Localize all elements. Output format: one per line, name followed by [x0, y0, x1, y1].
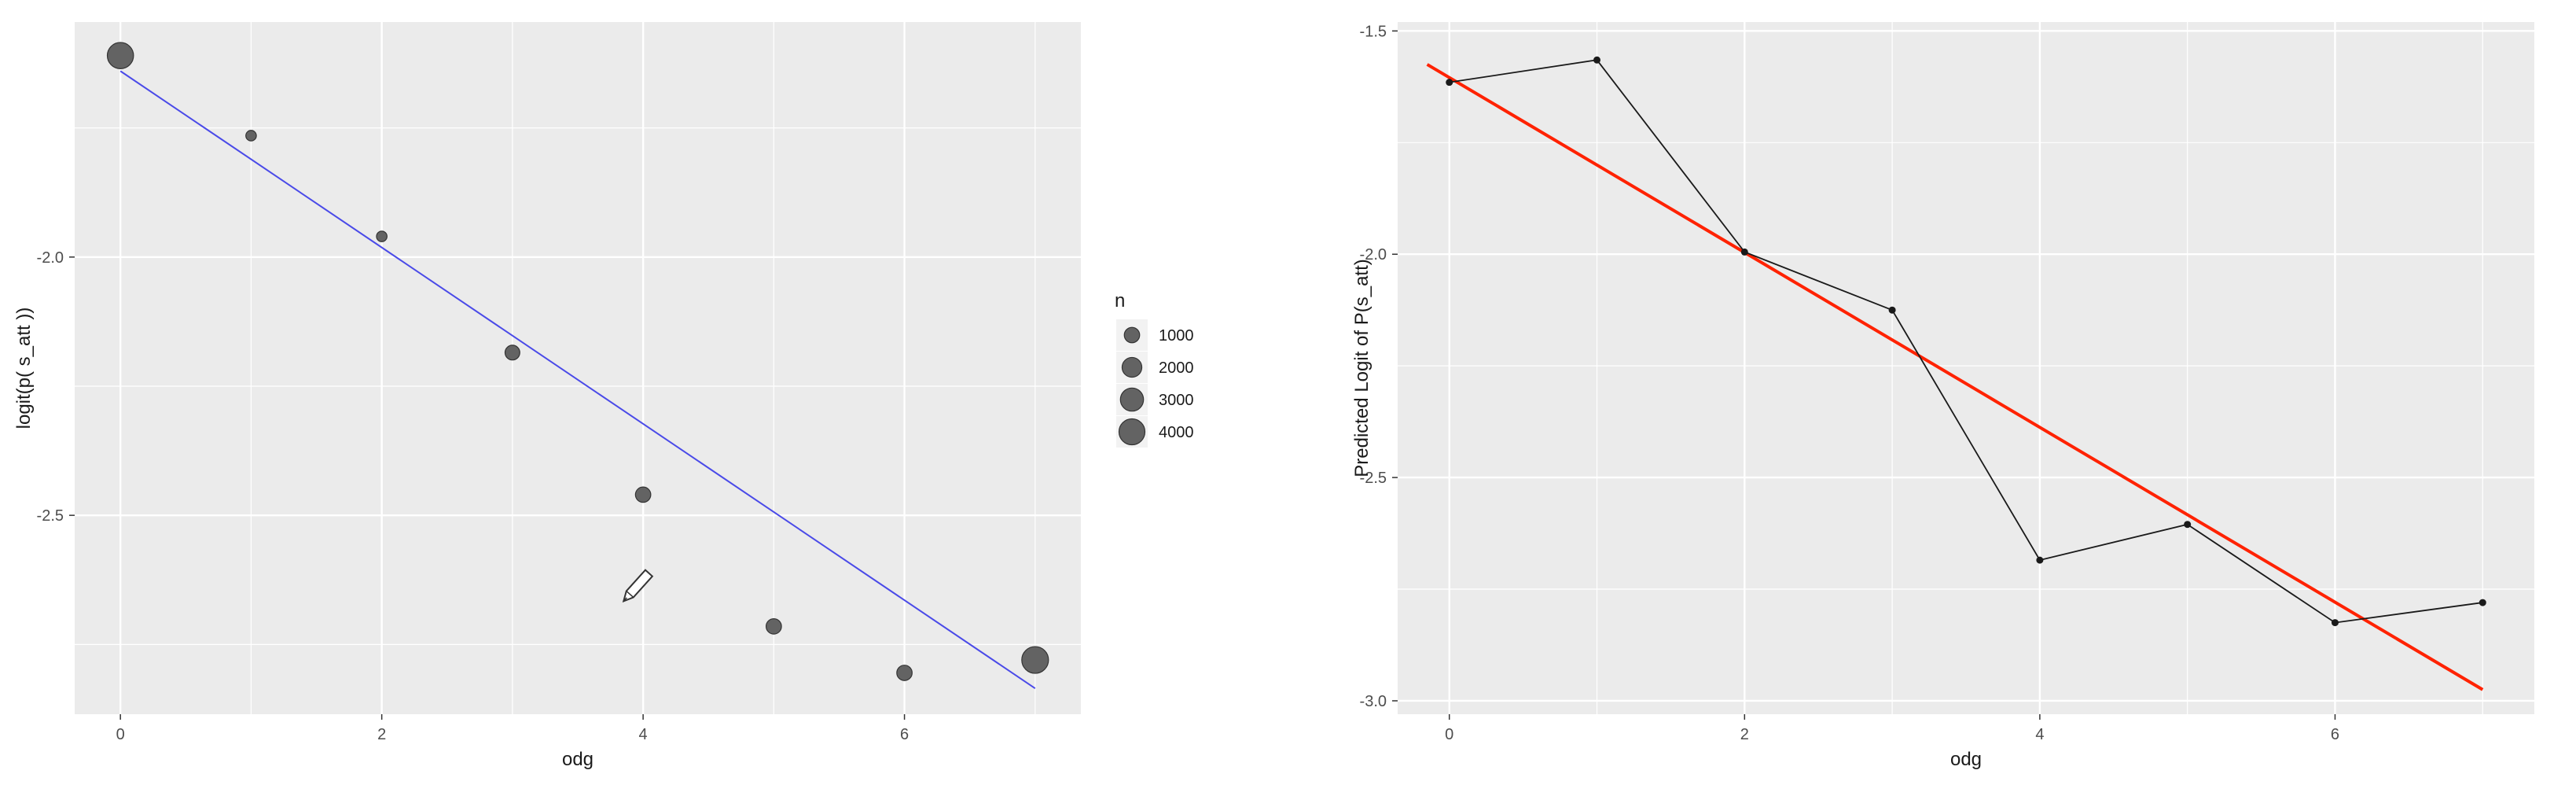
chart-right-y-tick-label: -2.5 [1360, 470, 1387, 487]
chart-right-y-ticks: -1.5 -2.0 -2.5 -3.0 [1360, 23, 1398, 710]
chart-left-point [376, 230, 388, 242]
chart-left-point [634, 486, 652, 503]
legend-title: n [1115, 290, 1125, 311]
chart-left-y-tick-label: -2.0 [37, 249, 64, 267]
chart-right-point [1593, 56, 1601, 64]
chart-left-y-tick-label: -2.5 [37, 507, 64, 525]
chart-right-y-tick-label: -3.0 [1360, 693, 1387, 710]
chart-left-panel [75, 22, 1081, 714]
chart-right-series-line [1449, 59, 2483, 624]
chart-right-points [1446, 56, 2486, 627]
chart-right-y-tick-label: -2.0 [1360, 246, 1387, 263]
chart-right-panel [1398, 22, 2534, 714]
legend-entry-label: 1000 [1159, 327, 1194, 345]
chart-left-point [765, 618, 782, 635]
chart-left-y-axis-title: logit(p( s_att )) [13, 308, 35, 429]
chart-left-point [1021, 646, 1049, 674]
chart-right-x-tick-label: 0 [1445, 726, 1453, 743]
chart-left-y-ticks: -2.0 -2.5 [37, 249, 75, 525]
chart-left-gridlines [75, 22, 1081, 714]
chart-right: 0 2 4 6 -1.5 -2.0 -2.5 -3.0 odg Predicted Logi… [1351, 22, 2534, 770]
chart-left-fit-line [119, 70, 1036, 689]
chart-right-x-tick-label: 6 [2331, 726, 2339, 743]
chart-right-y-axis-title: Predicted Logit of P(s_att) [1351, 259, 1373, 477]
chart-left-point [106, 42, 134, 69]
chart-right-point [2331, 619, 2339, 627]
chart-right-fit-line [1426, 63, 2484, 691]
chart-left-point [245, 130, 257, 142]
chart-left-x-tick-label: 4 [639, 726, 648, 743]
legend-entry-label: 3000 [1159, 392, 1194, 409]
chart-left-legend: n 1000 2000 3000 4000 [1115, 290, 1194, 448]
legend-key-point [1121, 356, 1143, 378]
chart-right-point [2479, 599, 2486, 606]
chart-left-point [896, 665, 913, 681]
chart-right-y-tick-label: -1.5 [1360, 23, 1387, 40]
chart-left-x-tick-label: 2 [377, 726, 386, 743]
chart-right-point [1446, 79, 1453, 87]
chart-right-x-tick-label: 4 [2035, 726, 2044, 743]
chart-left: 0 2 4 6 -2.0 -2.5 odg logit(p( s_att )) n 10… [13, 22, 1194, 770]
legend-entry-label: 4000 [1159, 424, 1194, 441]
chart-right-x-tick-label: 2 [1740, 726, 1749, 743]
chart-right-point [1740, 248, 1748, 256]
chart-left-x-tick-label: 6 [900, 726, 909, 743]
chart-right-point [2184, 521, 2192, 529]
chart-right-x-ticks: 0 2 4 6 [1445, 714, 2339, 743]
chart-right-point [2036, 556, 2044, 564]
chart-left-point [504, 345, 520, 361]
chart-right-x-axis-title: odg [1950, 749, 1982, 770]
chart-right-gridlines [1398, 22, 2534, 714]
legend-key-point [1123, 326, 1141, 344]
chart-left-x-axis-title: odg [562, 749, 593, 770]
chart-left-x-ticks: 0 2 4 6 [116, 714, 909, 743]
legend-entry-label: 2000 [1159, 359, 1194, 377]
chart-left-points [106, 42, 1049, 681]
pencil-cursor-icon [622, 569, 654, 603]
chart-right-point [1888, 306, 1896, 314]
legend-key-point [1119, 387, 1145, 412]
chart-left-x-tick-label: 0 [116, 726, 125, 743]
legend-key-point [1118, 418, 1146, 446]
